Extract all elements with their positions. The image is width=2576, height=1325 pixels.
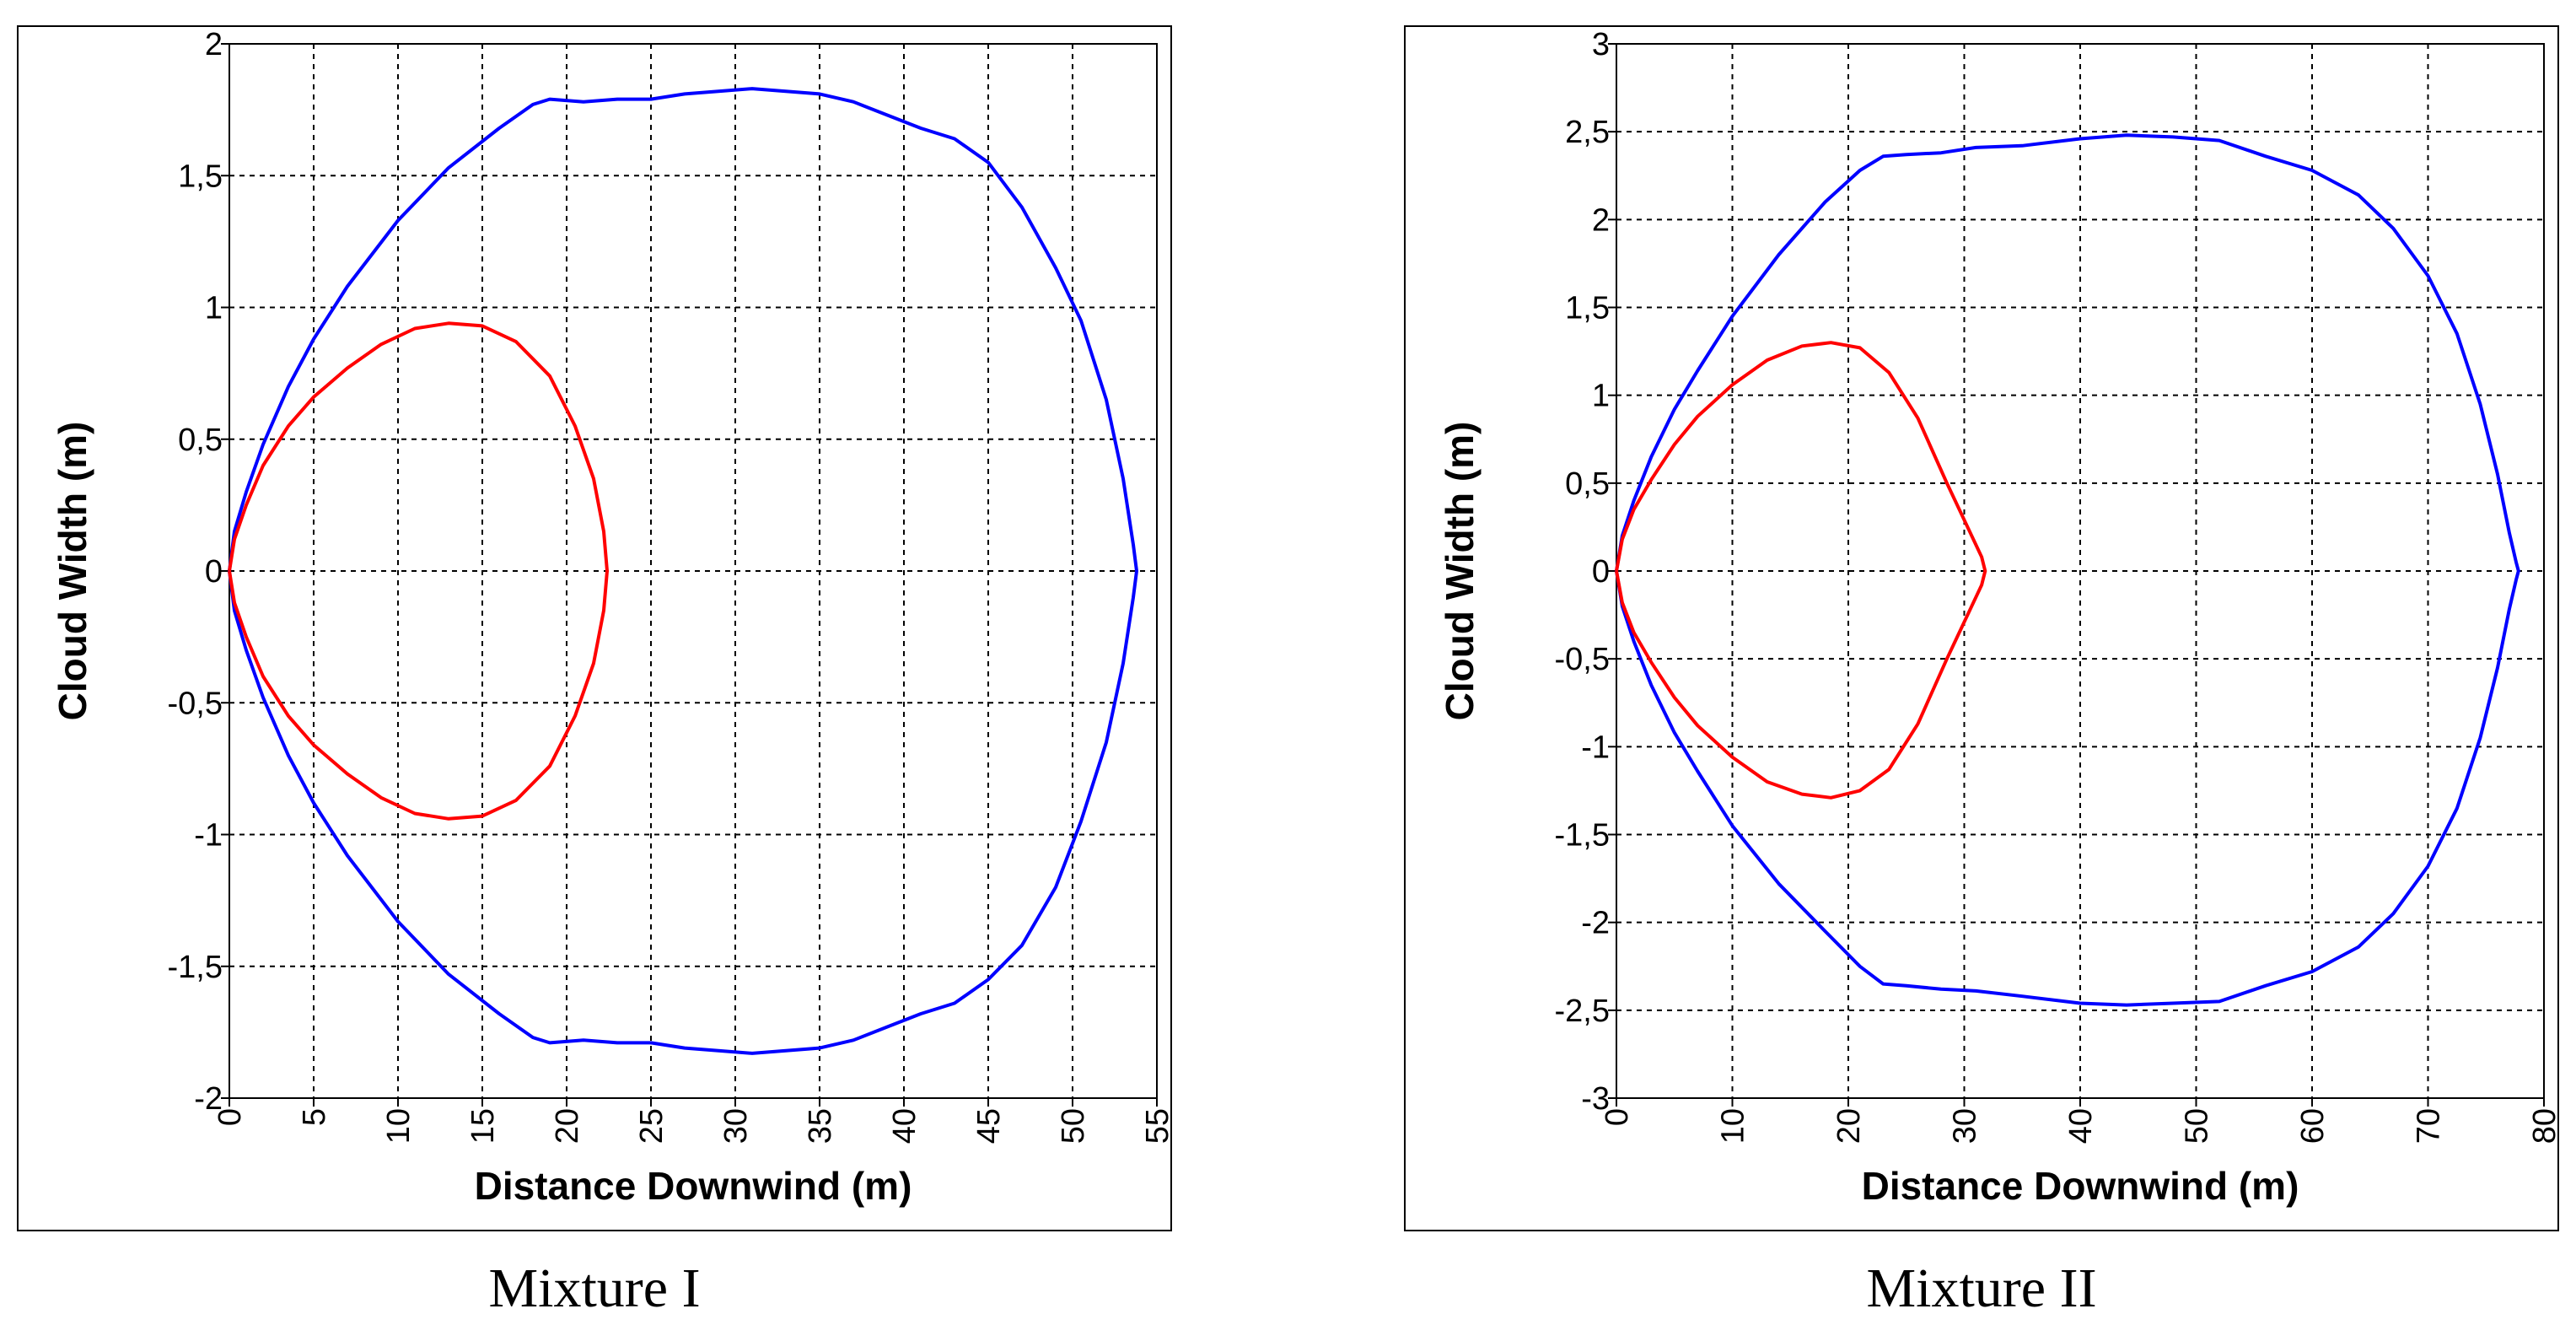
x-tick-label: 5 [297,1108,332,1126]
series-line-inner [228,321,609,821]
y-tick-label: -2 [194,1081,223,1117]
y-tick-label: 0 [1592,554,1610,590]
x-tick-label: 30 [718,1108,754,1144]
y-tick-label: -1,5 [1555,818,1610,854]
series-line-outer [1615,133,2520,1007]
series-line-inner [1615,341,1987,800]
y-tick-label: 2 [205,27,223,62]
chart-caption-mixture-2: Mixture II [1866,1258,2097,1319]
y-tick-label: 1,5 [178,159,223,194]
y-tick-label: 0 [205,554,223,590]
x-tick-label: 20 [1831,1108,1867,1144]
y-tick-label: -1,5 [168,950,223,985]
chart-mixture-1: 0 5 10 15 20 25 30 35 40 45 50 55 2 1,5 1 0,5 0 -0,5 -1 -1,… [51,27,1174,1208]
y-tick-label: 0,5 [178,423,223,458]
x-tick-label: 70 [2412,1108,2447,1144]
x-tick-label: 0 [1600,1108,1635,1126]
y-tick-label: 2,5 [1565,115,1610,150]
x-tick-label: 15 [465,1108,501,1144]
x-tick-label: 55 [1140,1108,1174,1144]
x-tick-label: 40 [887,1108,922,1144]
y-tick-label: 1 [205,291,223,326]
y-tick-label: 2 [1592,202,1610,238]
y-tick-label: -2 [1581,906,1610,941]
x-tick-label: 60 [2295,1108,2331,1144]
x-tick-label: 80 [2527,1108,2561,1144]
x-tick-label: 45 [971,1108,1007,1144]
chart-mixture-2: 0 10 20 30 40 50 60 70 80 3 2,5 2 1,5 1 0,5 0 -0,5 -1 -1,5… [1438,27,2561,1208]
y-tick-label: 3 [1592,27,1610,62]
y-tick-label: -2,5 [1555,994,1610,1029]
x-tick-label: 50 [1056,1108,1091,1144]
x-tick-label: 0 [212,1108,248,1126]
x-tick-label: 35 [803,1108,838,1144]
chart-panel-mixture-1: 0 5 10 15 20 25 30 35 40 45 50 55 2 1,5 1 0,5 0 -0,5 -1 -1,… [17,25,1174,1231]
y-tick-label: 1 [1592,379,1610,414]
y-axis-title: Cloud Width (m) [1438,422,1482,721]
y-tick-label: 0,5 [1565,466,1610,502]
x-tick-label: 50 [2180,1108,2215,1144]
y-tick-label: 1,5 [1565,291,1610,326]
y-tick-label: -1 [194,818,223,854]
x-tick-label: 40 [2063,1108,2099,1144]
y-tick-label: -0,5 [168,686,223,721]
series-line-outer [228,87,1138,1055]
y-tick-label: -1 [1581,730,1610,765]
y-tick-label: -0,5 [1555,642,1610,677]
y-axis-title: Cloud Width (m) [51,422,94,721]
x-tick-label: 20 [550,1108,585,1144]
x-axis-title: Distance Downwind (m) [1862,1164,2299,1208]
x-tick-label: 30 [1948,1108,1983,1144]
x-tick-label: 10 [381,1108,417,1144]
x-tick-label: 25 [634,1108,670,1144]
y-tick-label: -3 [1581,1081,1610,1117]
x-tick-label: 10 [1716,1108,1751,1144]
x-axis-title: Distance Downwind (m) [475,1164,912,1208]
chart-caption-mixture-1: Mixture I [488,1258,701,1319]
chart-panel-mixture-2: 0 10 20 30 40 50 60 70 80 3 2,5 2 1,5 1 0,5 0 -0,5 -1 -1,5… [1404,25,2561,1231]
